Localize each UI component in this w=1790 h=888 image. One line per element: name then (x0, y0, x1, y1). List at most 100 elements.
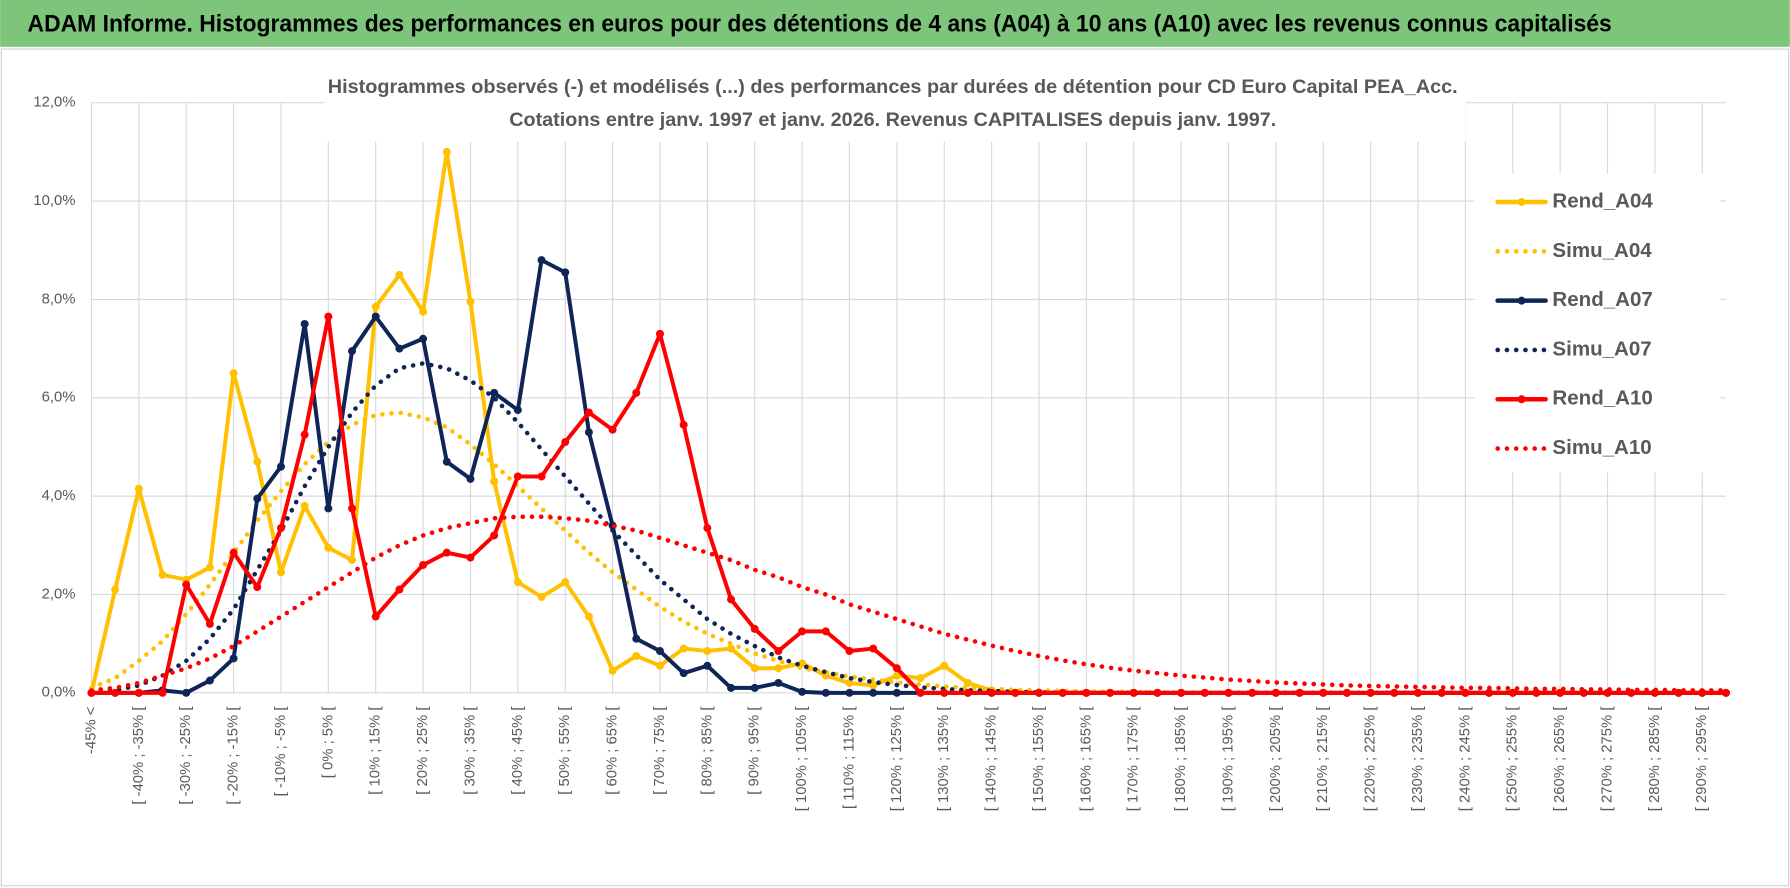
x-tick-label: [ -40% ; -35% [ (131, 707, 147, 805)
data-point (134, 484, 143, 493)
data-point (466, 297, 475, 306)
data-point (537, 472, 546, 481)
legend-label: Rend_A07 (1552, 288, 1652, 311)
data-point (655, 661, 664, 670)
data-point (774, 647, 783, 656)
x-tick-label: [ -10% ; -5% [ (273, 707, 289, 797)
data-point (963, 688, 972, 697)
data-point (632, 634, 641, 643)
data-point (371, 612, 380, 621)
data-point (1200, 688, 1209, 697)
data-point (703, 661, 712, 670)
data-point (1342, 688, 1351, 697)
legend-label: Simu_A04 (1552, 239, 1652, 262)
legend-label: Rend_A04 (1552, 189, 1653, 212)
data-point (1034, 688, 1043, 697)
data-point (229, 654, 238, 663)
data-point (584, 428, 593, 437)
data-point (750, 683, 759, 692)
data-point (513, 406, 522, 415)
data-point (750, 664, 759, 673)
x-tick-label: [ 60% ; 65% [ (605, 707, 621, 795)
data-point (158, 688, 167, 697)
x-tick-label: [ 280% ; 285% [ (1647, 707, 1663, 812)
x-tick-label: [ 180% ; 185% [ (1173, 707, 1189, 812)
x-tick-label: [ 290% ; 295% [ (1694, 707, 1710, 812)
series-line (89, 514, 1729, 693)
data-point (561, 438, 570, 447)
y-tick-label: 10,0% (33, 193, 75, 209)
data-point (395, 270, 404, 279)
x-tick-label: [ 10% ; 15% [ (368, 707, 384, 795)
header-bar (0, 0, 1790, 47)
data-point (916, 674, 925, 683)
data-point (916, 688, 925, 697)
y-tick-label: 4,0% (42, 488, 76, 504)
data-point (205, 619, 214, 628)
data-point (1413, 688, 1422, 697)
data-point (324, 504, 333, 513)
data-point (561, 268, 570, 277)
data-point (774, 664, 783, 673)
x-tick-label: [ 250% ; 255% [ (1505, 707, 1521, 812)
data-point (490, 477, 499, 486)
data-point (940, 661, 949, 670)
data-point (1721, 688, 1730, 697)
data-point (940, 688, 949, 697)
data-point (111, 688, 120, 697)
data-point (205, 563, 214, 572)
data-point (845, 647, 854, 656)
data-point (774, 678, 783, 687)
data-point (466, 474, 475, 483)
data-point (750, 624, 759, 633)
data-point (276, 524, 285, 533)
data-point (253, 583, 262, 592)
data-point (537, 592, 546, 601)
data-point (1153, 688, 1162, 697)
data-point (869, 644, 878, 653)
x-tick-label: [ -20% ; -15% [ (226, 707, 242, 805)
data-point (134, 688, 143, 697)
chart-title: Histogrammes observés (-) et modélisés (… (328, 76, 1458, 98)
x-tick-label: [ 210% ; 215% [ (1315, 707, 1331, 812)
data-point (1485, 688, 1494, 697)
data-point (703, 524, 712, 533)
data-point (655, 329, 664, 338)
y-tick-label: 6,0% (42, 390, 76, 406)
data-point (348, 556, 357, 565)
data-point (703, 647, 712, 656)
data-point (561, 578, 570, 587)
data-point (1082, 688, 1091, 697)
x-tick-label: [ 50% ; 55% [ (557, 707, 573, 795)
data-point (584, 612, 593, 621)
title-backdrop (324, 70, 1466, 142)
data-point (798, 687, 807, 696)
data-point (490, 388, 499, 397)
x-tick-label: [ 20% ; 25% [ (415, 707, 431, 795)
data-point (111, 585, 120, 594)
data-point (1461, 688, 1470, 697)
data-point (348, 347, 357, 356)
data-point (348, 504, 357, 513)
data-point (987, 688, 996, 697)
x-tick-label: [ 110% ; 115% [ (841, 707, 857, 810)
x-tick-label: [ 0% ; 5% [ (320, 707, 336, 779)
data-point (1437, 688, 1446, 697)
x-tick-label: [ 80% ; 85% [ (699, 707, 715, 795)
data-point (869, 681, 878, 690)
data-point (632, 651, 641, 660)
x-tick-label: [ 100% ; 105% [ (794, 707, 810, 812)
data-point (324, 312, 333, 321)
x-tick-label: -45% < (83, 707, 99, 754)
data-point (655, 647, 664, 656)
data-point (229, 369, 238, 378)
data-point (1129, 688, 1138, 697)
data-point (1224, 688, 1233, 697)
x-tick-label: [ 140% ; 145% [ (984, 707, 1000, 812)
data-point (1106, 688, 1115, 697)
data-point (442, 147, 451, 156)
legend-box (1474, 173, 1721, 473)
x-tick-label: [ 160% ; 165% [ (1078, 707, 1094, 812)
data-point (419, 560, 428, 569)
